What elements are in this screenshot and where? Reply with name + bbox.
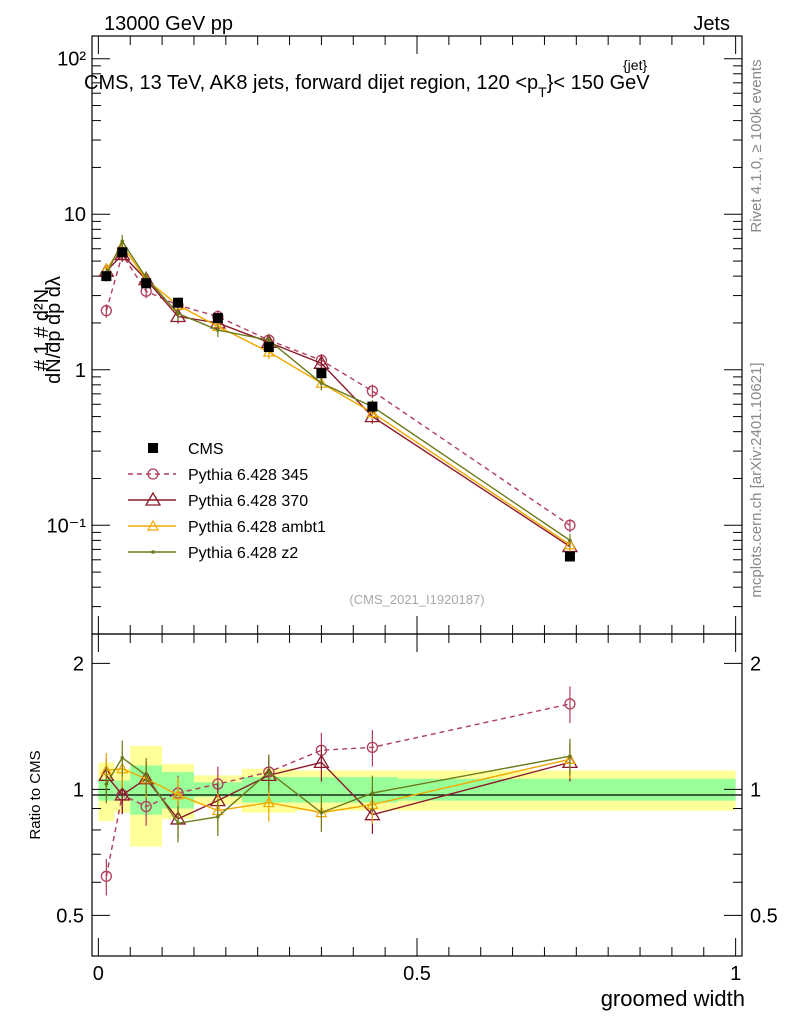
ratio-point xyxy=(262,796,275,808)
data-point xyxy=(366,385,379,397)
series-line xyxy=(105,252,571,526)
ratio-point xyxy=(267,770,271,774)
svg-text:dN/dp dp dλ: dN/dp dp dλ xyxy=(43,276,65,384)
ratio-y-label: Ratio to CMS xyxy=(27,750,44,839)
svg-text:# 1 # d²N: # 1 # d²N xyxy=(31,289,53,371)
data-point xyxy=(366,406,379,418)
ratio-point xyxy=(370,791,375,795)
svg-text:CMS, 13 TeV, AK8 jets, forward: CMS, 13 TeV, AK8 jets, forward dijet reg… xyxy=(84,72,650,100)
legend-label: Pythia 6.428 ambt1 xyxy=(188,519,326,536)
data-point xyxy=(141,278,152,289)
data-point xyxy=(176,311,180,316)
mcplots-label: mcplots.cern.ch [arXiv:2401.10621] xyxy=(748,362,765,597)
legend-label: Pythia 6.428 370 xyxy=(188,493,308,510)
legend-label: Pythia 6.428 345 xyxy=(188,467,308,484)
data-point xyxy=(563,538,576,550)
legend-marker xyxy=(144,491,162,506)
ratio-point xyxy=(366,741,379,753)
analysis-watermark: (CMS_2021_I1920187) xyxy=(349,592,484,607)
title-sub: T xyxy=(538,84,547,100)
main-panel-ticks: 10⁻¹ 1 10 10² xyxy=(47,36,742,635)
data-point xyxy=(216,328,220,332)
main-title: CMS, 13 TeV, AK8 jets, forward dijet reg… xyxy=(84,57,650,100)
legend: CMS Pythia 6.428 345 Pythia 6.428 370 Pythi… xyxy=(128,441,326,562)
series-line xyxy=(105,239,571,541)
data-point xyxy=(316,368,327,379)
series-pythia-6-428-z2 xyxy=(104,234,572,548)
ratio-point xyxy=(313,754,330,769)
ratio-point xyxy=(104,782,109,786)
ratio-point xyxy=(120,755,125,760)
series-pythia-6-428-370 xyxy=(98,246,579,554)
ratio-point xyxy=(144,773,148,778)
ratio-point xyxy=(319,810,324,815)
x-tick-label: 0 xyxy=(93,963,104,985)
main-y-tick-label: 10 xyxy=(64,204,86,226)
header-energy: 13000 GeV pp xyxy=(104,13,233,35)
ratio-point xyxy=(564,698,576,710)
data-point xyxy=(212,313,223,324)
ratio-panel-frame xyxy=(91,633,743,957)
ratio-point xyxy=(216,815,220,819)
ratio-point xyxy=(172,788,185,800)
title-end: }< 150 GeV xyxy=(547,72,651,94)
legend-entry: Pythia 6.428 z2 xyxy=(128,545,298,562)
legend-marker xyxy=(146,519,160,531)
ratio-point xyxy=(140,800,152,813)
series-pythia-6-428-ambt1 xyxy=(100,239,576,552)
main-panel-series xyxy=(98,234,579,562)
ratio-point xyxy=(100,870,112,882)
data-point xyxy=(263,342,274,353)
ratio-point xyxy=(568,754,572,759)
data-point xyxy=(117,247,128,258)
ratio-y-tick-label-left: 0.5 xyxy=(56,905,84,927)
band-inner xyxy=(397,778,736,801)
legend-entry: CMS xyxy=(148,441,224,458)
data-point xyxy=(568,538,572,543)
ratio-series-pythia-6-428-z2 xyxy=(104,738,572,843)
x-tick-label: 0.5 xyxy=(403,963,431,985)
ratio-uncertainty-bands xyxy=(98,745,736,847)
data-point xyxy=(101,271,112,282)
ratio-y-tick-label-right: 2 xyxy=(750,653,761,675)
legend-marker xyxy=(148,443,158,453)
data-point xyxy=(120,239,125,244)
ratio-panel-ticks: 0.5 0.5 1 1 2 2 0 0.5 1 xyxy=(56,634,778,985)
series-cms xyxy=(101,247,575,562)
legend-label: CMS xyxy=(188,441,224,458)
x-axis-label: groomed width xyxy=(601,986,745,1011)
data-point xyxy=(100,304,112,317)
ratio-y-tick-label-right: 1 xyxy=(750,779,761,801)
ratio-point xyxy=(176,821,180,826)
main-y-label: # 1 # d²N dN/dp dp dλ xyxy=(31,276,65,384)
legend-label: Pythia 6.428 z2 xyxy=(188,545,298,562)
legend-entry: Pythia 6.428 ambt1 xyxy=(128,519,326,536)
legend-entry: Pythia 6.428 370 xyxy=(128,491,308,510)
ratio-y-tick-label-left: 2 xyxy=(73,653,84,675)
header-category: Jets xyxy=(693,13,730,35)
title-sup: {jet} xyxy=(623,57,647,73)
ratio-y-tick-label-left: 1 xyxy=(73,779,84,801)
title-main: CMS, 13 TeV, AK8 jets, forward dijet reg… xyxy=(84,72,538,94)
ratio-point xyxy=(114,786,131,801)
ratio-y-tick-label-right: 0.5 xyxy=(750,905,778,927)
legend-entry: Pythia 6.428 345 xyxy=(128,467,308,484)
data-point xyxy=(267,338,271,342)
data-point xyxy=(319,381,324,385)
data-point xyxy=(564,519,576,531)
data-point xyxy=(367,401,378,412)
data-point xyxy=(564,551,575,562)
main-y-tick-label: 10² xyxy=(57,49,86,71)
rivet-version-label: Rivet 4.1.0, ≥ 100k events xyxy=(748,59,765,232)
main-y-tick-label: 10⁻¹ xyxy=(47,515,87,537)
legend-marker xyxy=(147,468,159,480)
legend-marker xyxy=(151,550,155,554)
ratio-panel-series xyxy=(98,686,579,896)
main-y-tick-label: 1 xyxy=(75,360,86,382)
data-point xyxy=(173,297,184,308)
x-tick-label: 1 xyxy=(730,963,741,985)
